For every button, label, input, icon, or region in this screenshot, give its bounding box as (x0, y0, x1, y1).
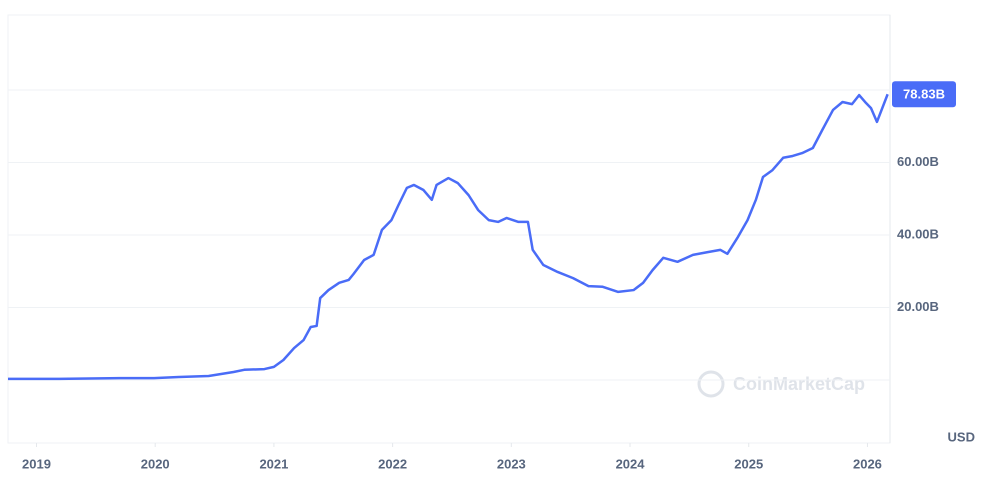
x-tick-label: 2023 (497, 456, 526, 471)
watermark-text: CoinMarketCap (733, 374, 865, 394)
line-series (8, 93, 889, 381)
currency-label: USD (948, 429, 975, 444)
x-tick-label: 2026 (853, 456, 882, 471)
x-tick-label: 2019 (22, 456, 51, 471)
y-tick-label: 20.00B (897, 299, 939, 314)
y-tick-label: 60.00B (897, 154, 939, 169)
watermark-logo (697, 370, 725, 398)
x-tick-label: 2020 (141, 456, 170, 471)
price-tag-label: 78.83B (903, 87, 945, 102)
y-tick-label: 40.00B (897, 226, 939, 241)
price-tag-box (892, 81, 956, 108)
x-tick-label: 2024 (616, 456, 646, 471)
watermark: CoinMarketCap (697, 370, 865, 398)
price-tag: 78.83B (892, 81, 956, 108)
x-tick-label: 2021 (259, 456, 288, 471)
x-tick-label: 2022 (378, 456, 407, 471)
x-tick-label: 2025 (734, 456, 763, 471)
